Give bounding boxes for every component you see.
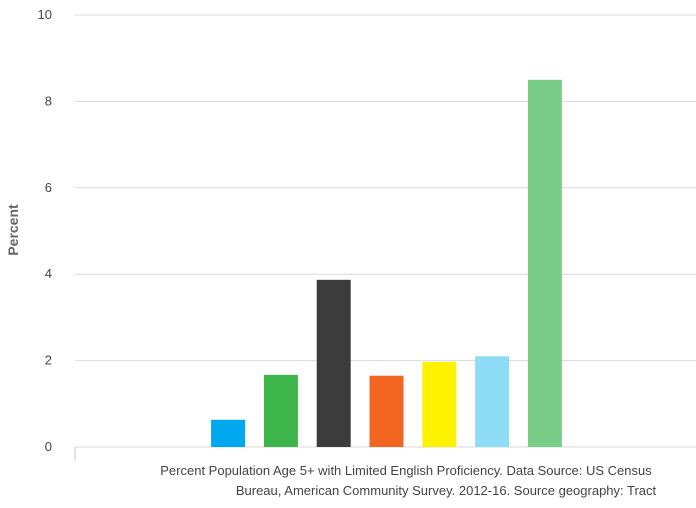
bar-3[interactable] <box>263 374 298 447</box>
y-tick-label-0: 0 <box>45 439 52 454</box>
y-axis-title: Percent <box>5 204 21 256</box>
gridlines <box>75 14 696 448</box>
bar-7[interactable] <box>475 356 510 447</box>
axes: 0 2 4 6 8 10 <box>38 7 76 461</box>
bar-6[interactable] <box>422 361 457 447</box>
y-tick-label-6: 6 <box>45 180 52 195</box>
y-tick-label-2: 2 <box>45 353 52 368</box>
y-tick-label-10: 10 <box>38 7 52 22</box>
bar-8[interactable] <box>527 79 562 448</box>
bar-2[interactable] <box>211 419 246 447</box>
chart-caption-line-1: Percent Population Age 5+ with Limited E… <box>160 463 652 478</box>
bar-4[interactable] <box>316 279 351 447</box>
bar-5[interactable] <box>369 375 404 447</box>
chart-caption-line-2: Bureau, American Community Survey. 2012-… <box>236 483 657 498</box>
y-tick-label-8: 8 <box>45 93 52 108</box>
bars <box>211 79 562 448</box>
y-tick-label-4: 4 <box>45 266 52 281</box>
